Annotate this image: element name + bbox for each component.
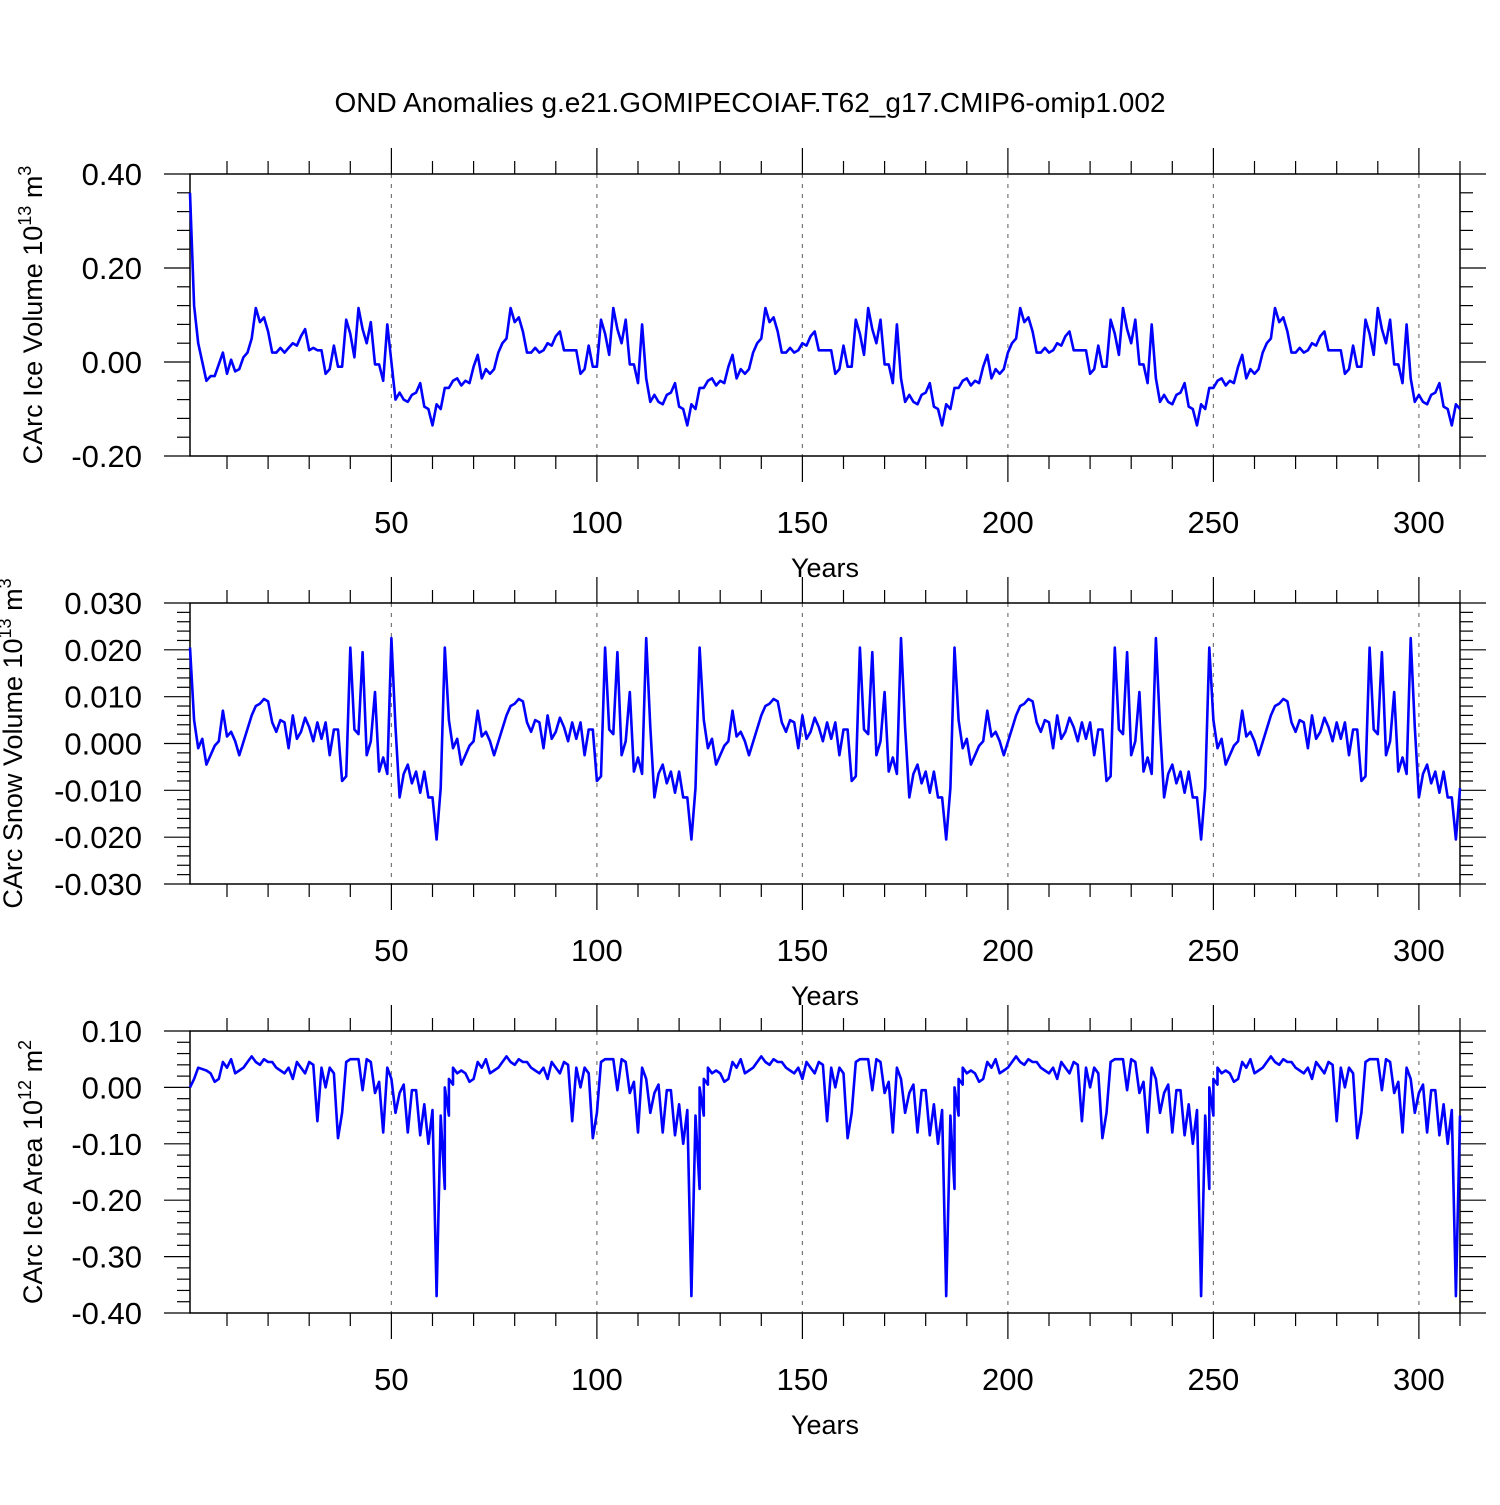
y-tick-label: -0.010 xyxy=(54,773,142,808)
y-tick-label: -0.030 xyxy=(54,867,142,902)
y-tick-label: 0.030 xyxy=(64,586,142,621)
y-axis-label: CArc Ice Area 1012 m2 xyxy=(15,1040,48,1304)
x-tick-label: 250 xyxy=(1188,933,1240,968)
x-tick-label: 250 xyxy=(1188,505,1240,540)
x-tick-label: 50 xyxy=(374,505,408,540)
y-tick-label: -0.30 xyxy=(71,1240,142,1275)
x-tick-label: 200 xyxy=(982,505,1034,540)
y-tick-label: -0.20 xyxy=(71,439,142,474)
y-tick-label: -0.40 xyxy=(71,1296,142,1331)
plot-frame xyxy=(189,602,1461,885)
y-tick-label: 0.00 xyxy=(82,345,142,380)
y-axis-label: CArc Ice Volume 1013 m3 xyxy=(15,166,48,465)
y-axis-label-main: CArc Snow Volume 10 xyxy=(0,638,28,908)
y-axis-label-main: CArc Ice Area 10 xyxy=(18,1100,48,1304)
y-tick-label: 0.00 xyxy=(82,1070,142,1105)
x-tick-label: 100 xyxy=(571,933,623,968)
x-axis-label: Years xyxy=(791,981,859,1011)
x-tick-label: 150 xyxy=(777,933,829,968)
y-axis-label-exponent: 12 xyxy=(15,1080,35,1100)
x-tick-label: 50 xyxy=(374,1362,408,1397)
y-tick-label: 0.020 xyxy=(64,633,142,668)
plot-frame xyxy=(189,1030,1461,1314)
panel-2: 50 100 150 200 250 300 Years -0.030 -0.020 -0.010… xyxy=(0,577,1486,1011)
x-tick-label: 300 xyxy=(1393,933,1445,968)
y-tick-label: 0.10 xyxy=(82,1014,142,1049)
y-tick-label: -0.20 xyxy=(71,1183,142,1218)
y-tick-label: 0.20 xyxy=(82,251,142,286)
y-axis-label-unit: m xyxy=(0,588,28,618)
series-line xyxy=(188,636,1462,841)
y-axis-label-main: CArc Ice Volume 10 xyxy=(18,226,48,465)
x-tick-label: 200 xyxy=(982,1362,1034,1397)
x-tick-label: 200 xyxy=(982,933,1034,968)
chart-title: OND Anomalies g.e21.GOMIPECOIAF.T62_g17.… xyxy=(334,87,1165,118)
x-tick-label: 100 xyxy=(571,505,623,540)
x-axis-label: Years xyxy=(791,1410,859,1440)
plot-frame xyxy=(189,173,1461,457)
y-tick-label: 0.000 xyxy=(64,727,142,762)
x-tick-label: 150 xyxy=(777,1362,829,1397)
panel-3: 50 100 150 200 250 300 Years -0.40 -0.30 -0.20 -0.… xyxy=(15,1005,1486,1440)
x-tick-label: 300 xyxy=(1393,505,1445,540)
y-tick-label: -0.10 xyxy=(71,1127,142,1162)
y-axis-label-exponent: 13 xyxy=(0,618,15,638)
series-line xyxy=(188,192,1461,427)
y-axis-label-unit: m xyxy=(18,176,48,206)
y-axis-label-unit-exponent: 3 xyxy=(0,578,15,588)
x-tick-label: 250 xyxy=(1188,1362,1240,1397)
y-tick-label: 0.010 xyxy=(64,680,142,715)
x-tick-label: 100 xyxy=(571,1362,623,1397)
y-axis-label-unit: m xyxy=(18,1050,48,1080)
x-tick-label: 300 xyxy=(1393,1362,1445,1397)
x-tick-label: 150 xyxy=(777,505,829,540)
y-tick-label: -0.020 xyxy=(54,820,142,855)
series-line xyxy=(188,1055,1462,1298)
panel-1: 50 100 150 200 250 300 Years -0.20 0.00 0.20 0.40 C… xyxy=(15,148,1486,583)
y-axis-label-unit-exponent: 2 xyxy=(15,1040,35,1050)
x-axis-label: Years xyxy=(791,553,859,583)
y-axis-label-unit-exponent: 3 xyxy=(15,166,35,176)
y-axis-label: CArc Snow Volume 1013 m3 xyxy=(0,578,28,908)
y-axis-label-exponent: 13 xyxy=(15,206,35,226)
y-tick-label: 0.40 xyxy=(82,157,142,192)
x-tick-label: 50 xyxy=(374,933,408,968)
